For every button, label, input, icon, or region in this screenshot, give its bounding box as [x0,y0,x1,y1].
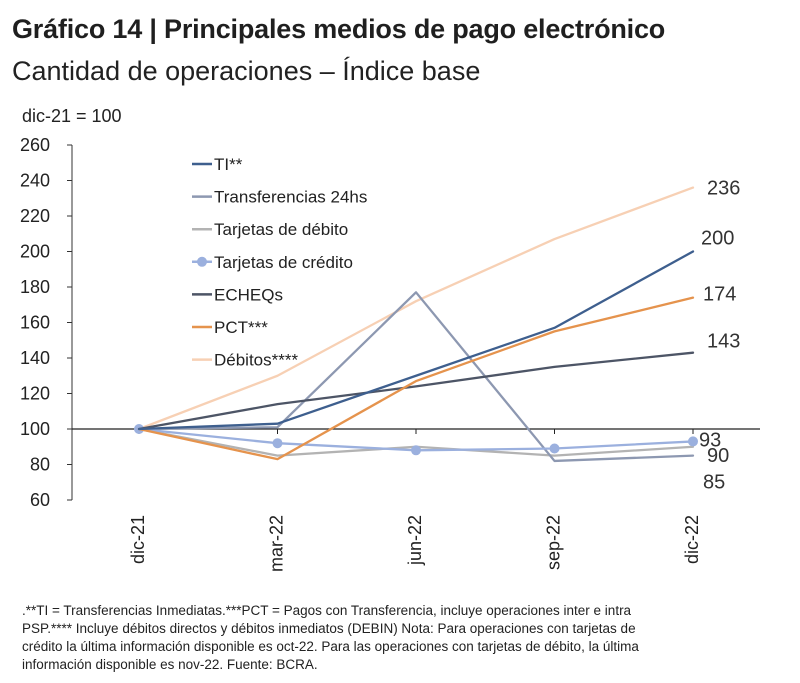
footnote: .**TI = Transferencias Inmediatas.***PCT… [22,602,777,674]
footnote-line: .**TI = Transferencias Inmediatas.***PCT… [22,603,632,618]
y-tick-label: 140 [20,348,50,368]
legend-label: Tarjetas de débito [214,220,348,239]
y-tick-label: 60 [30,490,50,510]
footnote-line: PSP.**** Incluye débitos directos y débi… [22,621,636,636]
legend-label: PCT*** [214,318,268,337]
legend-marker [197,256,207,267]
y-tick-label: 80 [30,455,50,475]
line-chart: 60 80 100 120 140 160 180 200 220 240 260 dic-21 mar… [20,135,760,572]
data-label: 174 [703,284,736,306]
x-tick-label: mar-22 [266,515,286,572]
data-label: 85 [703,472,725,494]
chart-title: Gráfico 14 | Principales medios de pago … [12,14,666,44]
y-tick-label: 220 [20,206,50,226]
x-tick-label: dic-22 [682,515,702,564]
y-tick-label: 120 [20,384,50,404]
x-tick-label: jun-22 [405,515,425,566]
legend-label: ECHEQs [214,285,283,304]
y-tick-label: 180 [20,277,50,297]
series-marker [549,443,560,454]
x-tick-label: sep-22 [543,515,563,570]
data-label: 236 [707,178,740,200]
legend-label: Transferencias 24hs [214,188,367,207]
chart-subtitle: Cantidad de operaciones – Índice base [12,56,481,86]
y-tick-label: 160 [20,313,50,333]
y-tick-label: 100 [20,419,50,439]
series-line [137,250,695,431]
y-tick-label: 260 [20,135,50,155]
series-line [137,186,695,431]
x-tick-label: dic-21 [128,515,148,564]
data-label: 93 [699,429,721,451]
series-marker [688,436,698,447]
y-tick-label: 240 [20,171,50,191]
series-marker [272,438,283,449]
legend-label: Débitos**** [214,351,298,370]
series-line [137,296,695,461]
legend-label: Tarjetas de crédito [214,253,353,272]
series-marker [411,445,421,456]
footnote-line: información disponible es nov-22. Fuente… [22,657,318,672]
legend-label: TI** [214,155,243,174]
data-label: 90 [707,445,729,467]
data-label: 200 [701,228,734,250]
unit-label: dic-21 = 100 [22,106,122,126]
series-line [137,291,695,463]
y-tick-label: 200 [20,242,50,262]
data-label: 143 [707,331,740,353]
footnote-line: crédito la última información disponible… [22,639,639,654]
series-line [137,351,695,431]
